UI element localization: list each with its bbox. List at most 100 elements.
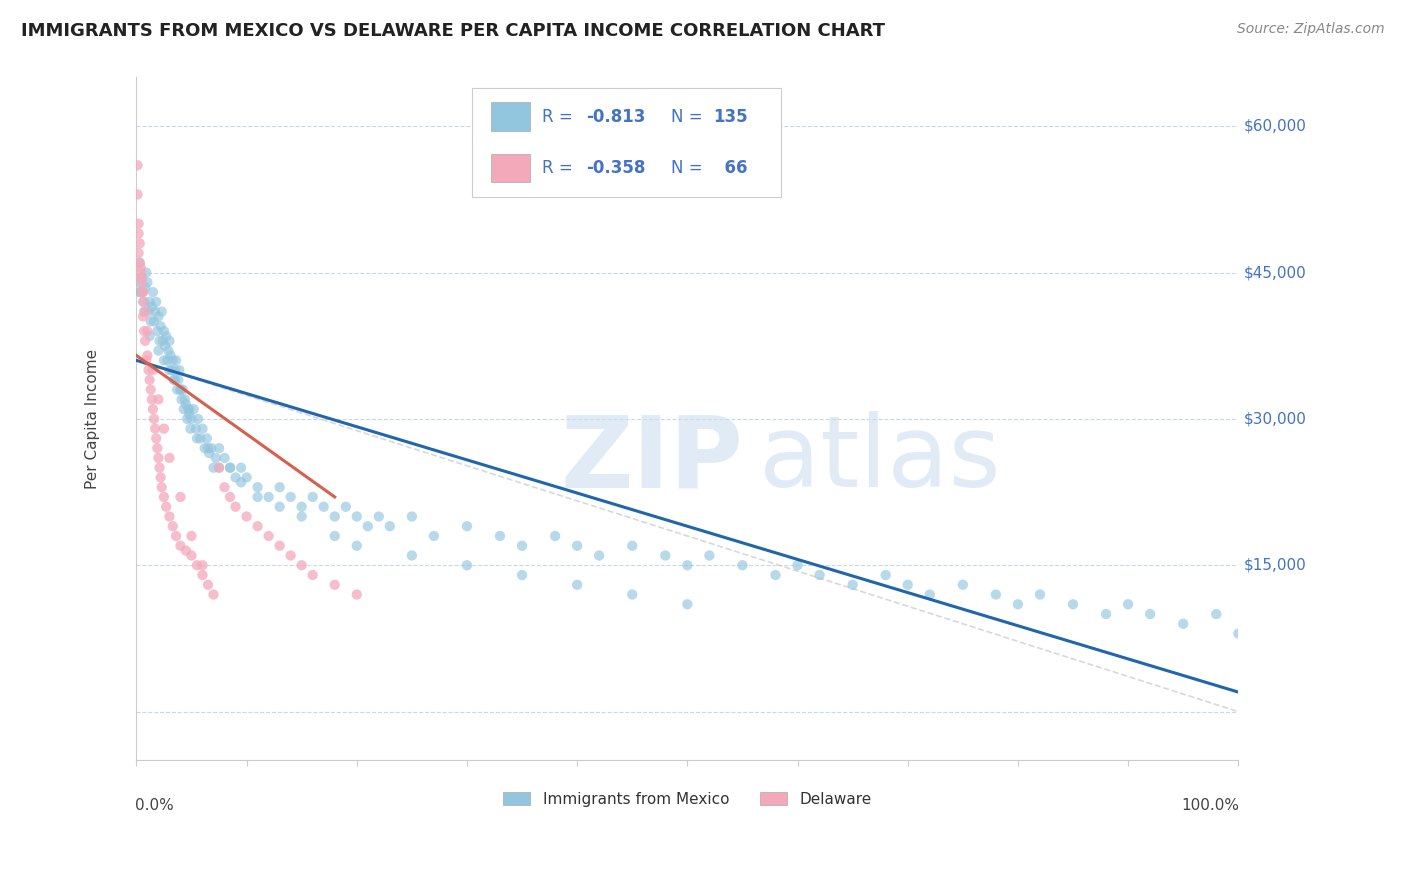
Point [159, 450, 181, 465]
Point [200, 441, 222, 455]
Point [173, 392, 195, 407]
Point [150, 480, 173, 494]
Point [162, 353, 184, 368]
Point [269, 500, 291, 514]
Point [131, 285, 153, 299]
Point [180, 549, 202, 563]
Text: R =: R = [541, 108, 578, 126]
Point [143, 314, 166, 328]
Point [159, 349, 181, 363]
Point [153, 353, 176, 368]
Point [143, 422, 166, 436]
Point [128, 236, 150, 251]
Point [138, 363, 160, 377]
Point [510, 568, 533, 582]
Point [588, 549, 610, 563]
Point [257, 529, 280, 543]
Point [456, 558, 478, 573]
FancyBboxPatch shape [491, 153, 530, 182]
Point [132, 285, 155, 299]
Point [198, 446, 221, 460]
Point [191, 568, 214, 582]
Text: Source: ZipAtlas.com: Source: ZipAtlas.com [1237, 22, 1385, 37]
Point [565, 539, 588, 553]
Point [143, 412, 166, 426]
Point [169, 490, 191, 504]
Point [312, 500, 335, 514]
Point [323, 529, 346, 543]
Point [169, 539, 191, 553]
Point [132, 324, 155, 338]
Point [132, 294, 155, 309]
Point [179, 402, 201, 417]
Point [143, 304, 166, 318]
Text: -0.813: -0.813 [586, 108, 645, 126]
Point [544, 529, 567, 543]
Point [132, 310, 155, 324]
Text: IMMIGRANTS FROM MEXICO VS DELAWARE PER CAPITA INCOME CORRELATION CHART: IMMIGRANTS FROM MEXICO VS DELAWARE PER C… [21, 22, 886, 40]
Point [127, 158, 149, 172]
Point [699, 549, 721, 563]
Point [269, 539, 291, 553]
Point [1227, 626, 1250, 640]
Point [134, 304, 156, 318]
Point [219, 460, 242, 475]
Point [423, 529, 446, 543]
FancyBboxPatch shape [491, 103, 530, 131]
Point [197, 441, 219, 455]
Point [621, 588, 644, 602]
Text: -0.358: -0.358 [586, 159, 645, 177]
Point [148, 392, 170, 407]
Point [169, 363, 191, 377]
Point [142, 285, 165, 299]
Point [128, 217, 150, 231]
Point [136, 276, 159, 290]
Point [160, 363, 183, 377]
Point [235, 470, 257, 484]
Point [148, 343, 170, 358]
Point [179, 422, 201, 436]
Point [401, 509, 423, 524]
Point [131, 276, 153, 290]
Point [141, 392, 163, 407]
Point [163, 363, 186, 377]
Point [219, 490, 242, 504]
Point [128, 246, 150, 260]
Point [456, 519, 478, 533]
Point [214, 480, 236, 494]
Point [208, 460, 231, 475]
Point [841, 578, 863, 592]
Text: 135: 135 [713, 108, 748, 126]
Point [301, 568, 323, 582]
Point [291, 558, 314, 573]
Point [159, 509, 181, 524]
Point [148, 450, 170, 465]
Point [138, 329, 160, 343]
Point [1139, 607, 1161, 621]
Point [139, 383, 162, 397]
Point [142, 363, 165, 377]
Point [163, 373, 186, 387]
Point [149, 470, 172, 484]
Point [235, 509, 257, 524]
Point [146, 441, 169, 455]
Point [952, 578, 974, 592]
Point [280, 490, 302, 504]
Point [202, 460, 225, 475]
Point [136, 324, 159, 338]
Point [229, 475, 252, 490]
Point [918, 588, 941, 602]
Point [204, 450, 226, 465]
Point [219, 460, 242, 475]
Point [1205, 607, 1227, 621]
Point [138, 294, 160, 309]
Point [146, 324, 169, 338]
Point [621, 539, 644, 553]
Point [229, 460, 252, 475]
Point [141, 300, 163, 314]
Point [676, 558, 699, 573]
Point [127, 187, 149, 202]
Point [169, 383, 191, 397]
Point [246, 519, 269, 533]
Text: $15,000: $15,000 [1244, 558, 1306, 573]
